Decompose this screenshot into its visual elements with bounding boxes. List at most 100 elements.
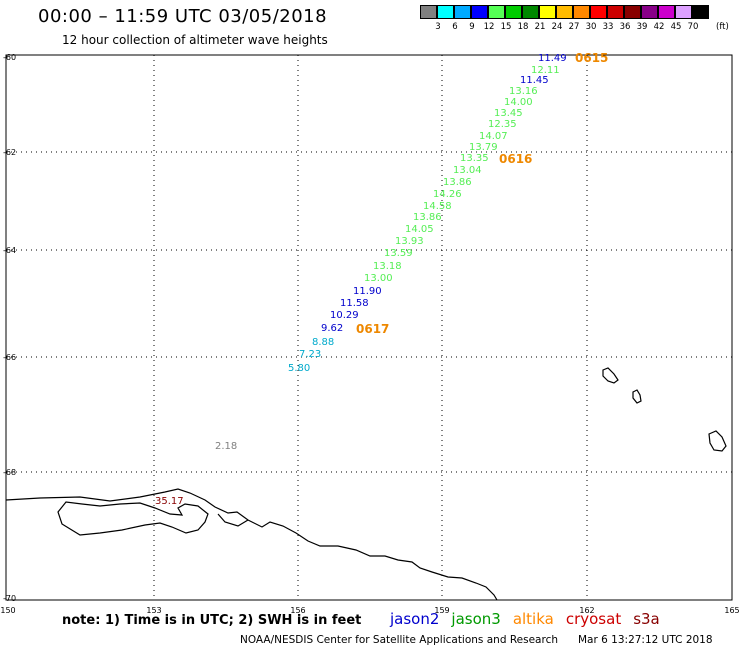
color-scale-label: 27	[568, 22, 580, 32]
color-scale-label: 24	[551, 22, 563, 32]
color-swatch	[488, 5, 505, 19]
satellite-s3a: s3a	[633, 610, 660, 628]
island-1	[602, 367, 619, 384]
note-text: note: 1) Time is in UTC; 2) SWH is in fe…	[62, 613, 362, 628]
color-swatch	[471, 5, 488, 19]
wave-height-value: 5.80	[288, 363, 310, 374]
time-label: 0616	[499, 152, 532, 166]
antarctic-coastline	[5, 488, 498, 601]
wave-height-value: 14.05	[405, 224, 434, 235]
island-2	[632, 389, 642, 404]
color-scale-label: 12	[483, 22, 495, 32]
coastline-cape	[217, 513, 249, 527]
footer-timestamp: Mar 6 13:27:12 UTC 2018	[578, 634, 713, 646]
color-scale-label: 15	[500, 22, 512, 32]
color-swatch	[675, 5, 692, 19]
color-swatch	[505, 5, 522, 19]
latitude-label: -60	[3, 53, 16, 62]
wave-height-value: 14.00	[504, 97, 533, 108]
color-scale-label: 39	[636, 22, 648, 32]
color-swatch	[641, 5, 658, 19]
wave-height-value: 2.18	[215, 441, 237, 452]
color-swatch	[692, 5, 709, 19]
color-scale-label: 30	[585, 22, 597, 32]
wave-height-value: 12.35	[488, 119, 517, 130]
color-swatch	[590, 5, 607, 19]
color-scale-label: 3	[435, 22, 441, 32]
color-swatch	[522, 5, 539, 19]
wave-height-value: 9.62	[321, 323, 343, 334]
color-scale-label: 6	[452, 22, 458, 32]
wave-height-value: 13.93	[395, 236, 424, 247]
color-swatch	[607, 5, 624, 19]
wave-height-value: 13.18	[373, 261, 402, 272]
footer-credit: NOAA/NESDIS Center for Satellite Applica…	[240, 634, 558, 646]
wave-height-value: 14.07	[479, 131, 508, 142]
color-scale-unit: (ft)	[716, 22, 729, 32]
wave-height-value: 13.86	[413, 212, 442, 223]
latitude-label: -70	[3, 594, 16, 603]
time-label: 0617	[356, 322, 389, 336]
latitude-label: -68	[3, 468, 16, 477]
color-swatch	[539, 5, 556, 19]
longitude-label: 159	[434, 606, 449, 615]
color-scale-label: 36	[619, 22, 631, 32]
satellite-altika: altika	[512, 610, 554, 628]
page-title: 00:00 – 11:59 UTC 03/05/2018	[38, 6, 328, 27]
wave-height-value: 12.11	[531, 65, 560, 76]
wave-height-value: 8.88	[312, 337, 334, 348]
color-scale-label: 42	[653, 22, 665, 32]
page-subtitle: 12 hour collection of altimeter wave hei…	[62, 33, 328, 47]
satellite-jason3: jason3	[451, 610, 501, 628]
satellite-legend: jason2 jason3 altika cryosat s3a	[390, 610, 672, 628]
longitude-label: 153	[146, 606, 161, 615]
wave-height-value: 13.00	[364, 273, 393, 284]
wave-height-value: 13.59	[384, 248, 413, 259]
map-frame	[5, 54, 733, 601]
wave-height-value: 11.49	[538, 53, 567, 64]
wave-height-value: 7.23	[299, 349, 321, 360]
longitude-label: 162	[579, 606, 594, 615]
color-swatch	[624, 5, 641, 19]
wave-height-value: 14.58	[423, 201, 452, 212]
map-grid	[6, 55, 732, 600]
wave-height-value: 13.45	[494, 108, 523, 119]
coastline-inlet	[57, 501, 209, 536]
satellite-jason2: jason2	[390, 610, 440, 628]
color-swatch	[573, 5, 590, 19]
wave-height-value: 11.90	[353, 286, 382, 297]
wave-height-values: 11.4912.1111.4513.1614.0013.4512.3514.07…	[155, 53, 567, 507]
longitude-label: 165	[724, 606, 739, 615]
longitude-label: 156	[290, 606, 305, 615]
color-scale-label: 18	[517, 22, 529, 32]
color-scale-label: 45	[670, 22, 682, 32]
wave-height-value: 11.58	[340, 298, 369, 309]
satellite-cryosat: cryosat	[565, 610, 622, 628]
latitude-labels: -60 -62 -64 -66 -68 -70	[3, 53, 16, 603]
wave-height-value: 13.35	[460, 153, 489, 164]
wave-height-value: 13.86	[443, 177, 472, 188]
color-scale-label: 70	[687, 22, 699, 32]
color-swatch	[454, 5, 471, 19]
wave-height-value: 10.29	[330, 310, 359, 321]
island-3	[708, 430, 727, 452]
color-swatch	[556, 5, 573, 19]
color-swatch	[420, 5, 437, 19]
color-swatch	[658, 5, 675, 19]
color-swatch	[437, 5, 454, 19]
wave-height-value: 13.79	[469, 142, 498, 153]
footer: NOAA/NESDIS Center for Satellite Applica…	[240, 634, 713, 646]
wave-height-value: 11.45	[520, 75, 549, 86]
latitude-label: -64	[3, 246, 16, 255]
latitude-label: -62	[3, 148, 16, 157]
wave-height-value: 13.16	[509, 86, 538, 97]
latitude-label: -66	[3, 353, 16, 362]
time-label: 0615	[575, 51, 608, 65]
wave-height-value: 35.17	[155, 496, 184, 507]
color-scale-label: 21	[534, 22, 546, 32]
color-scale-label: 9	[469, 22, 475, 32]
color-scale-label: 33	[602, 22, 614, 32]
longitude-labels: 150 153 156 159 162 165	[0, 606, 739, 615]
wave-height-value: 13.04	[453, 165, 482, 176]
